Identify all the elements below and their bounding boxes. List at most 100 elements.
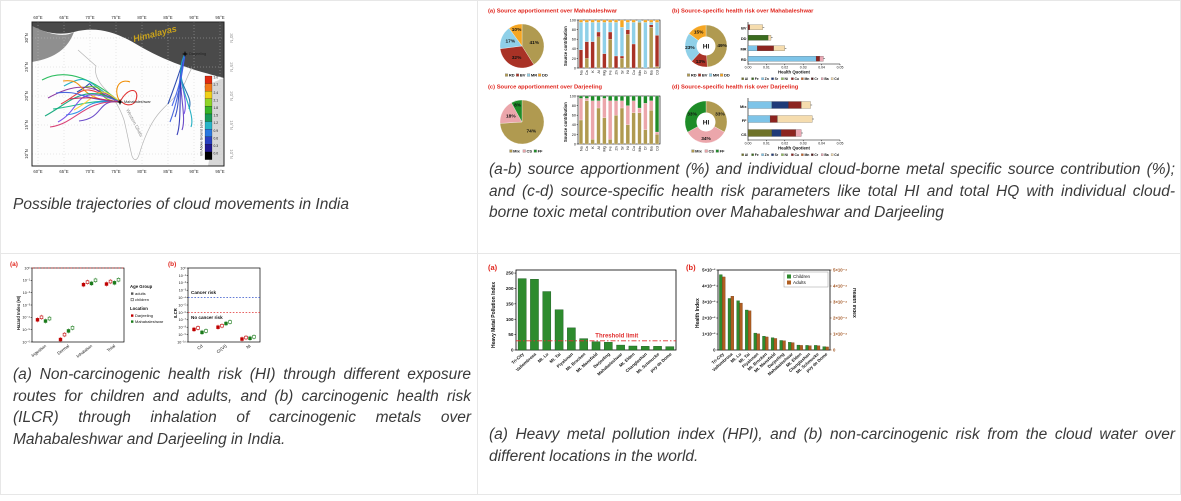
svg-text:100: 100 xyxy=(570,18,576,22)
svg-text:(a) Source apportionment over: (a) Source apportionment over Mahabalesh… xyxy=(488,9,618,15)
svg-text:Cr: Cr xyxy=(644,69,648,74)
svg-text:15°N: 15°N xyxy=(24,120,29,130)
svg-text:250: 250 xyxy=(506,271,514,276)
svg-text:Cu: Cu xyxy=(632,146,636,151)
svg-text:Sr: Sr xyxy=(775,77,779,81)
svg-text:MR: MR xyxy=(531,73,537,78)
svg-text:Al: Al xyxy=(597,146,601,150)
svg-text:Dermal: Dermal xyxy=(56,343,70,355)
svg-text:2.7: 2.7 xyxy=(214,83,219,87)
svg-text:0.03: 0.03 xyxy=(800,142,807,146)
svg-text:Children: Children xyxy=(793,274,811,279)
svg-text:Cr: Cr xyxy=(814,77,818,81)
risk-caption: (a) Non-carcinogenic health risk (HI) th… xyxy=(13,366,471,449)
site-marker-star xyxy=(117,99,123,105)
divider xyxy=(477,0,478,494)
svg-text:1.8: 1.8 xyxy=(214,106,219,110)
svg-text:Cd: Cd xyxy=(834,153,839,157)
svg-text:0: 0 xyxy=(833,348,836,353)
svg-text:Cr(VI): Cr(VI) xyxy=(215,343,228,354)
divider xyxy=(0,0,1181,1)
svg-text:Cu: Cu xyxy=(795,77,800,81)
svg-text:0.02: 0.02 xyxy=(781,142,788,146)
svg-text:Al: Al xyxy=(745,77,748,81)
svg-text:10⁻¹: 10⁻¹ xyxy=(179,274,187,278)
svg-text:Health Index: Health Index xyxy=(851,288,856,318)
svg-text:Cr: Cr xyxy=(644,145,648,150)
svg-text:Mn: Mn xyxy=(804,153,809,157)
svg-text:Mt. Lu: Mt. Lu xyxy=(537,351,550,363)
svg-text:1.2: 1.2 xyxy=(214,121,219,125)
svg-text:150: 150 xyxy=(506,301,514,306)
svg-text:Mix: Mix xyxy=(740,104,747,109)
svg-text:FF: FF xyxy=(742,118,747,123)
svg-text:85°E: 85°E xyxy=(163,169,172,174)
svg-text:65°E: 65°E xyxy=(59,15,68,20)
svg-text:15%: 15% xyxy=(694,29,704,35)
svg-text:5×10⁻⁴: 5×10⁻⁴ xyxy=(833,268,847,273)
svg-text:0.0: 0.0 xyxy=(214,152,219,156)
svg-text:(b): (b) xyxy=(168,261,176,268)
svg-text:10%: 10% xyxy=(512,27,522,33)
svg-text:1.5: 1.5 xyxy=(214,114,219,118)
svg-text:0.05: 0.05 xyxy=(837,142,844,146)
ilcr-panel: (b) 10⁰ 10⁻¹ 10⁻² 10⁻³ 10⁻⁴ 10⁻⁵ 10⁻⁶ 10⁻⁷ 10⁻⁸ 10… xyxy=(168,261,261,354)
source-caption: (a-b) source apportionment (%) and indiv… xyxy=(489,161,1175,222)
source-apportionment-figure: (a) Source apportionment over Mahabalesh… xyxy=(486,6,852,163)
svg-text:Ni: Ni xyxy=(626,70,630,74)
svg-text:Darjeeling: Darjeeling xyxy=(135,313,153,318)
svg-text:Al: Al xyxy=(597,70,601,74)
svg-text:60: 60 xyxy=(572,38,576,42)
svg-text:HI: HI xyxy=(703,119,710,126)
svg-text:children: children xyxy=(135,297,149,302)
svg-text:8%: 8% xyxy=(514,103,522,109)
svg-text:Ba: Ba xyxy=(824,77,828,81)
svg-text:Cd: Cd xyxy=(655,70,659,75)
svg-text:4×10⁻⁴: 4×10⁻⁴ xyxy=(833,284,847,289)
svg-text:K: K xyxy=(591,146,595,149)
svg-text:0.9: 0.9 xyxy=(214,129,219,133)
panel-donut_mahabaleshwar: (b) Source-specific health risk over Mah… xyxy=(672,9,843,82)
svg-text:ILCR: ILCR xyxy=(173,308,178,318)
svg-text:60°E: 60°E xyxy=(33,169,42,174)
svg-text:Location: Location xyxy=(130,306,148,311)
svg-text:10⁻⁷: 10⁻⁷ xyxy=(179,318,187,322)
svg-text:Cancer risk: Cancer risk xyxy=(191,290,216,295)
svg-text:74%: 74% xyxy=(526,128,536,134)
svg-text:50: 50 xyxy=(508,332,514,337)
svg-text:60: 60 xyxy=(572,114,576,118)
svg-text:10⁻²: 10⁻² xyxy=(179,281,187,285)
svg-text:10⁻⁴: 10⁻⁴ xyxy=(178,296,186,300)
svg-text:CS: CS xyxy=(709,149,715,154)
svg-text:Ba: Ba xyxy=(650,145,654,151)
svg-text:20°N: 20°N xyxy=(24,91,29,101)
svg-text:RD: RD xyxy=(509,73,515,78)
svg-text:Ni: Ni xyxy=(785,153,788,157)
svg-text:33%: 33% xyxy=(715,111,725,117)
svg-text:Fe: Fe xyxy=(609,146,613,150)
source-apportionment-image: (a) Source apportionment over Mahabalesh… xyxy=(488,9,844,158)
svg-text:Ni: Ni xyxy=(785,77,788,81)
svg-text:Zn: Zn xyxy=(765,77,769,81)
svg-text:10°N: 10°N xyxy=(24,149,29,159)
svg-text:3.0: 3.0 xyxy=(214,76,219,80)
svg-text:Cd: Cd xyxy=(196,343,204,351)
svg-text:Mix: Mix xyxy=(695,149,702,154)
svg-text:Mahabaleshwar: Mahabaleshwar xyxy=(135,319,164,324)
svg-text:0: 0 xyxy=(574,66,576,70)
svg-text:2.1: 2.1 xyxy=(214,98,219,102)
svg-text:10⁻⁵: 10⁻⁵ xyxy=(178,303,186,307)
svg-text:MR: MR xyxy=(713,73,719,78)
svg-text:17%: 17% xyxy=(505,39,515,45)
svg-text:1×10⁻⁴: 1×10⁻⁴ xyxy=(833,332,847,337)
svg-text:(b): (b) xyxy=(686,263,696,272)
svg-text:75°E: 75°E xyxy=(111,15,120,20)
svg-text:Health Quotient: Health Quotient xyxy=(778,69,811,74)
svg-text:34%: 34% xyxy=(701,136,711,142)
svg-text:0.03: 0.03 xyxy=(800,66,807,70)
svg-text:Cu: Cu xyxy=(795,153,800,157)
